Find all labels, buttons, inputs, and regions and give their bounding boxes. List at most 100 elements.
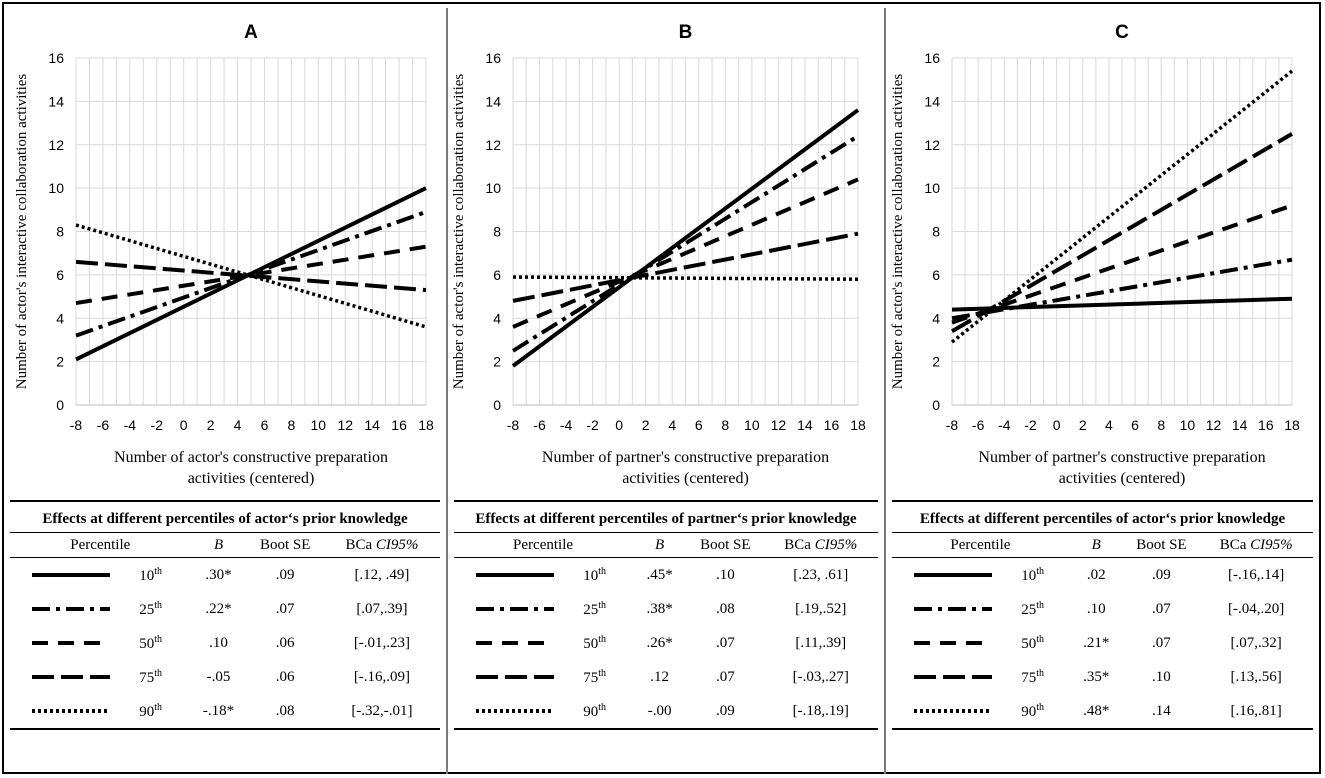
table-row: 90th -.18* .08 [-.32,-.01] xyxy=(10,694,440,728)
percentile-label: 50th xyxy=(126,634,162,653)
y-tick-label: 6 xyxy=(932,267,940,283)
x-tick-label: 14 xyxy=(1232,417,1248,433)
line-style-swatch xyxy=(914,641,992,645)
header-bca-ci: BCa CI95% xyxy=(1199,533,1313,558)
chart-c: C 0 2 4 6 8 10 12 14 16 -8 -6 -4 -2 0 2 4 6 8 10 12 14 16 18 Num… xyxy=(890,22,1300,487)
percentile-suffix: th xyxy=(1036,701,1044,713)
x-tick-label: 18 xyxy=(418,417,434,433)
line-style-swatch xyxy=(914,573,992,577)
boot-se-value: .09 xyxy=(1152,566,1171,583)
boot-se-value: .06 xyxy=(275,634,295,651)
ci-value: [-.04,.20] xyxy=(1228,600,1285,617)
b-value: .45* xyxy=(646,566,673,583)
y-tick-label: 6 xyxy=(493,267,501,283)
x-tick-label: 6 xyxy=(695,417,703,433)
line-style-swatch xyxy=(32,641,110,645)
boot-se-value: .08 xyxy=(715,600,735,617)
x-tick-label: 2 xyxy=(642,417,650,433)
x-tick-label: -8 xyxy=(507,417,520,433)
table-header-row: Percentile B Boot SE BCa CI95% xyxy=(10,532,440,558)
y-tick-label: 10 xyxy=(485,180,501,196)
percentile-label: 90th xyxy=(1008,702,1044,721)
line-style-swatch xyxy=(476,607,554,611)
percentile-cell: 25th xyxy=(892,592,1069,626)
line-style-swatch xyxy=(32,675,110,679)
x-tick-label: 8 xyxy=(721,417,729,433)
percentile-cell: 75th xyxy=(454,660,632,694)
percentile-cell: 25th xyxy=(454,592,632,626)
x-tick-label: -8 xyxy=(946,417,959,433)
percentile-value: 25 xyxy=(139,601,155,618)
percentile-suffix: th xyxy=(154,633,162,645)
percentile-cell: 10th xyxy=(454,558,632,593)
table-row: 10th .45* .10 [.23, .61] xyxy=(454,558,878,593)
b-value: .35* xyxy=(1083,668,1110,685)
percentile-label: 75th xyxy=(126,668,162,687)
table-row: 50th .10 .06 [-.01,.23] xyxy=(10,626,440,660)
series-line-90th xyxy=(75,223,427,329)
ci-value: [-.16,.14] xyxy=(1228,566,1285,583)
x-tick-label: 4 xyxy=(668,417,676,433)
percentile-label: 75th xyxy=(1008,668,1044,687)
x-tick-label: 18 xyxy=(850,417,866,433)
x-tick-label: 12 xyxy=(771,417,787,433)
boot-se-value: .07 xyxy=(715,668,735,685)
y-tick-label: 2 xyxy=(56,354,64,370)
percentile-value: 25 xyxy=(1021,601,1037,618)
ci-value: [-.03,.27] xyxy=(792,668,849,685)
series-line-50th xyxy=(75,244,427,306)
percentile-cell: 75th xyxy=(892,660,1069,694)
percentile-suffix: th xyxy=(154,599,162,611)
table-row: 75th -.05 .06 [-.16,.09] xyxy=(10,660,440,694)
y-axis-label: Number of actor's interactive collaborat… xyxy=(451,74,467,390)
y-tick-label: 12 xyxy=(48,137,64,153)
percentile-suffix: th xyxy=(154,565,162,577)
percentile-suffix: th xyxy=(1036,599,1044,611)
percentile-value: 50 xyxy=(1021,635,1037,652)
x-tick-label: 10 xyxy=(311,417,327,433)
x-tick-label: 14 xyxy=(364,417,380,433)
boot-se-value: .07 xyxy=(275,600,295,617)
line-style-swatch xyxy=(476,709,554,713)
table-row: 10th .30* .09 [.12, .49] xyxy=(10,558,440,593)
b-value: -.05 xyxy=(206,668,231,685)
panel-title: C xyxy=(1115,22,1129,43)
percentile-value: 75 xyxy=(583,669,599,686)
line-style-swatch xyxy=(914,675,992,679)
x-tick-label: -6 xyxy=(97,417,110,433)
percentile-suffix: th xyxy=(598,667,606,679)
x-tick-label: 0 xyxy=(180,417,188,433)
table-top-rule xyxy=(892,500,1313,502)
line-style-swatch xyxy=(32,573,110,577)
ci-value: [.13,.56] xyxy=(1230,668,1282,685)
b-value: .22* xyxy=(205,600,232,617)
percentile-value: 50 xyxy=(139,635,155,652)
x-tick-label: 0 xyxy=(1053,417,1061,433)
y-axis-label: Number of actor's interactive collaborat… xyxy=(14,74,30,390)
header-ci-label: CI95% xyxy=(375,536,419,553)
header-percentile: Percentile xyxy=(70,536,131,553)
boot-se-value: .07 xyxy=(715,634,735,651)
series-line-75th xyxy=(950,132,1294,333)
b-value: .48* xyxy=(1083,702,1110,719)
ci-value: [.07,.32] xyxy=(1230,634,1282,651)
x-tick-label: -4 xyxy=(998,417,1011,433)
percentile-suffix: th xyxy=(1036,633,1044,645)
b-value: -.00 xyxy=(647,702,672,719)
header-boot-se: Boot SE xyxy=(1136,536,1187,553)
percentile-value: 50 xyxy=(583,635,599,652)
x-tick-label: 12 xyxy=(337,417,353,433)
y-tick-label: 0 xyxy=(932,397,940,413)
boot-se-value: .09 xyxy=(715,702,735,719)
boot-se-value: .07 xyxy=(1152,600,1171,617)
table-row: 25th .10 .07 [-.04,.20] xyxy=(892,592,1313,626)
series-line-90th xyxy=(950,69,1294,344)
line-style-swatch xyxy=(476,573,554,577)
table-row: 75th .12 .07 [-.03,.27] xyxy=(454,660,878,694)
y-tick-label: 8 xyxy=(493,224,501,240)
percentile-suffix: th xyxy=(598,633,606,645)
effects-title: Effects at different percentiles of acto… xyxy=(42,511,408,527)
y-tick-label: 16 xyxy=(48,50,64,66)
percentile-suffix: th xyxy=(154,701,162,713)
percentile-value: 10 xyxy=(1021,567,1037,584)
